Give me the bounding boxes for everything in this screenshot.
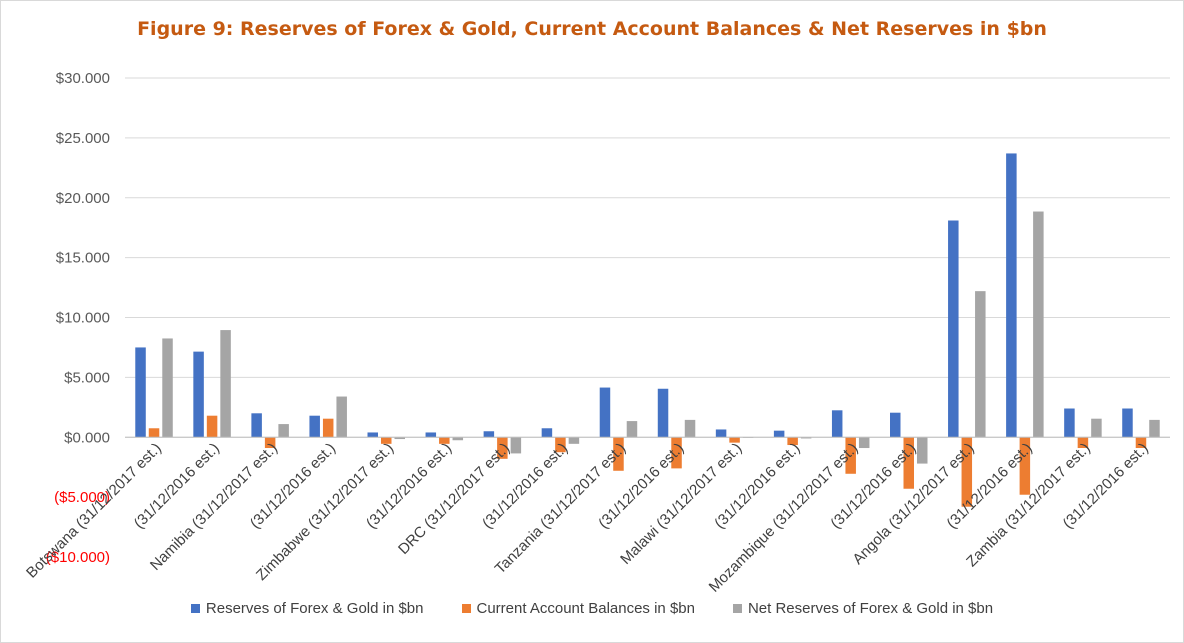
legend: Reserves of Forex & Gold in $bn Current … [0,600,1184,617]
legend-item-reserves: Reserves of Forex & Gold in $bn [190,600,424,617]
bar-net-reserves [1033,211,1044,438]
bar-net-reserves [452,437,464,441]
bar-net-reserves [626,421,638,438]
bar-reserves [1006,153,1017,438]
y-tick-label: $10.000 [56,310,110,327]
bar-current-account [671,437,682,469]
bar-reserves [773,430,785,438]
bar-current-account [555,437,566,453]
bar-net-reserves [800,437,812,439]
bar-reserves [309,415,320,438]
bar-net-reserves [568,437,580,444]
bar-current-account [206,415,218,438]
bar-reserves [831,410,843,438]
bar-reserves [599,387,611,438]
bar-reserves [483,431,495,438]
y-tick-label: $15.000 [56,250,110,267]
bar-net-reserves [684,419,696,438]
bar-current-account [322,418,334,438]
y-tick-label: $5.000 [64,369,110,386]
bar-current-account [845,437,856,474]
legend-item-current-account: Current Account Balances in $bn [461,600,695,617]
bar-reserves [251,413,262,438]
bar-current-account [903,437,914,489]
bar-current-account [1077,437,1089,449]
bar-reserves [657,388,669,438]
legend-label-net-reserves: Net Reserves of Forex & Gold in $bn [747,600,994,617]
bar-net-reserves [220,330,231,438]
bar-current-account [1019,437,1031,495]
bar-current-account [787,437,798,446]
legend-item-net-reserves: Net Reserves of Forex & Gold in $bn [732,600,994,617]
bar-current-account [439,437,450,444]
bar-reserves [715,429,727,438]
bar-net-reserves [1149,419,1160,438]
bar-reserves [890,412,901,438]
bar-current-account [497,437,508,459]
legend-label-reserves: Reserves of Forex & Gold in $bn [205,600,424,617]
y-tick-label: $30.000 [56,70,110,87]
bar-net-reserves [975,291,986,438]
bar-reserves [135,347,146,438]
bar-reserves [1122,408,1133,438]
bar-current-account [613,437,624,471]
bar-reserves [193,351,204,438]
chart-title: Figure 9: Reserves of Forex & Gold, Curr… [137,18,1047,40]
y-tick-label: $20.000 [56,190,110,207]
bar-current-account [148,428,160,438]
bar-reserves [541,428,553,438]
legend-swatch-net-reserves [732,604,742,613]
bar-current-account [381,437,392,444]
bar-reserves [1064,408,1075,438]
y-tick-label: ($5.000) [54,489,110,506]
y-tick-label: $25.000 [56,130,110,147]
bar-net-reserves [278,424,289,438]
bar-current-account [1135,437,1147,449]
y-tick-label: $0.000 [64,429,110,446]
legend-label-current-account: Current Account Balances in $bn [476,600,695,617]
bar-net-reserves [917,437,928,464]
bar-net-reserves [858,437,870,449]
x-tick-label: DRC (31/12/2017 est.) [395,440,513,558]
bar-net-reserves [1091,418,1102,438]
bar-reserves [425,432,437,438]
bar-net-reserves [336,396,347,438]
y-tick-label: ($10.000) [46,549,110,566]
bar-reserves [367,432,378,438]
legend-swatch-current-account [461,604,471,613]
legend-swatch-reserves [190,604,200,613]
bar-current-account [264,437,276,449]
bar-current-account [729,437,740,443]
bar-net-reserves [394,437,405,440]
bar-reserves [948,220,959,438]
bar-current-account [961,437,973,507]
bar-net-reserves [510,437,522,454]
bar-net-reserves [162,338,173,438]
